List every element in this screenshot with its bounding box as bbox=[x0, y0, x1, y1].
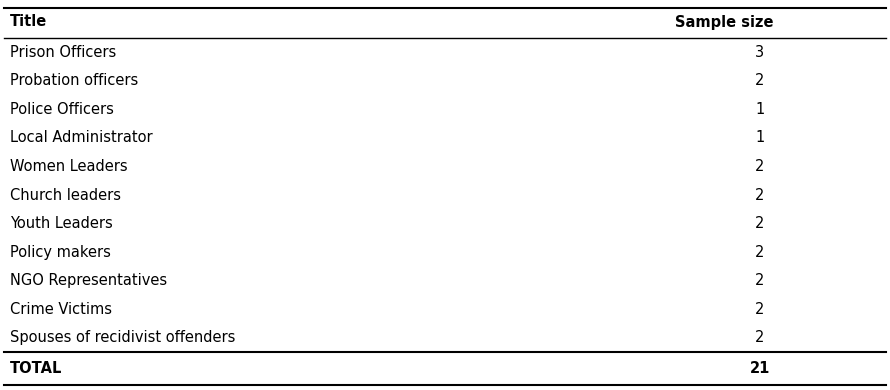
Text: 2: 2 bbox=[756, 273, 765, 288]
Text: 1: 1 bbox=[756, 130, 765, 145]
Text: Women Leaders: Women Leaders bbox=[10, 159, 127, 174]
Text: Title: Title bbox=[10, 14, 47, 30]
Text: Sample size: Sample size bbox=[675, 14, 773, 30]
Text: Crime Victims: Crime Victims bbox=[10, 302, 112, 317]
Text: Probation officers: Probation officers bbox=[10, 73, 138, 88]
Text: Local Administrator: Local Administrator bbox=[10, 130, 152, 145]
Text: NGO Representatives: NGO Representatives bbox=[10, 273, 167, 288]
Text: 2: 2 bbox=[756, 245, 765, 260]
Text: 1: 1 bbox=[756, 102, 765, 117]
Text: Church leaders: Church leaders bbox=[10, 188, 121, 202]
Text: 2: 2 bbox=[756, 302, 765, 317]
Text: 21: 21 bbox=[749, 361, 770, 376]
Text: Spouses of recidivist offenders: Spouses of recidivist offenders bbox=[10, 330, 235, 345]
Text: 2: 2 bbox=[756, 73, 765, 88]
Text: 3: 3 bbox=[756, 45, 765, 60]
Text: 2: 2 bbox=[756, 330, 765, 345]
Text: Policy makers: Policy makers bbox=[10, 245, 111, 260]
Text: TOTAL: TOTAL bbox=[10, 361, 62, 376]
Text: Police Officers: Police Officers bbox=[10, 102, 114, 117]
Text: Youth Leaders: Youth Leaders bbox=[10, 216, 113, 231]
Text: 2: 2 bbox=[756, 188, 765, 202]
Text: 2: 2 bbox=[756, 216, 765, 231]
Text: 2: 2 bbox=[756, 159, 765, 174]
Text: Prison Officers: Prison Officers bbox=[10, 45, 117, 60]
